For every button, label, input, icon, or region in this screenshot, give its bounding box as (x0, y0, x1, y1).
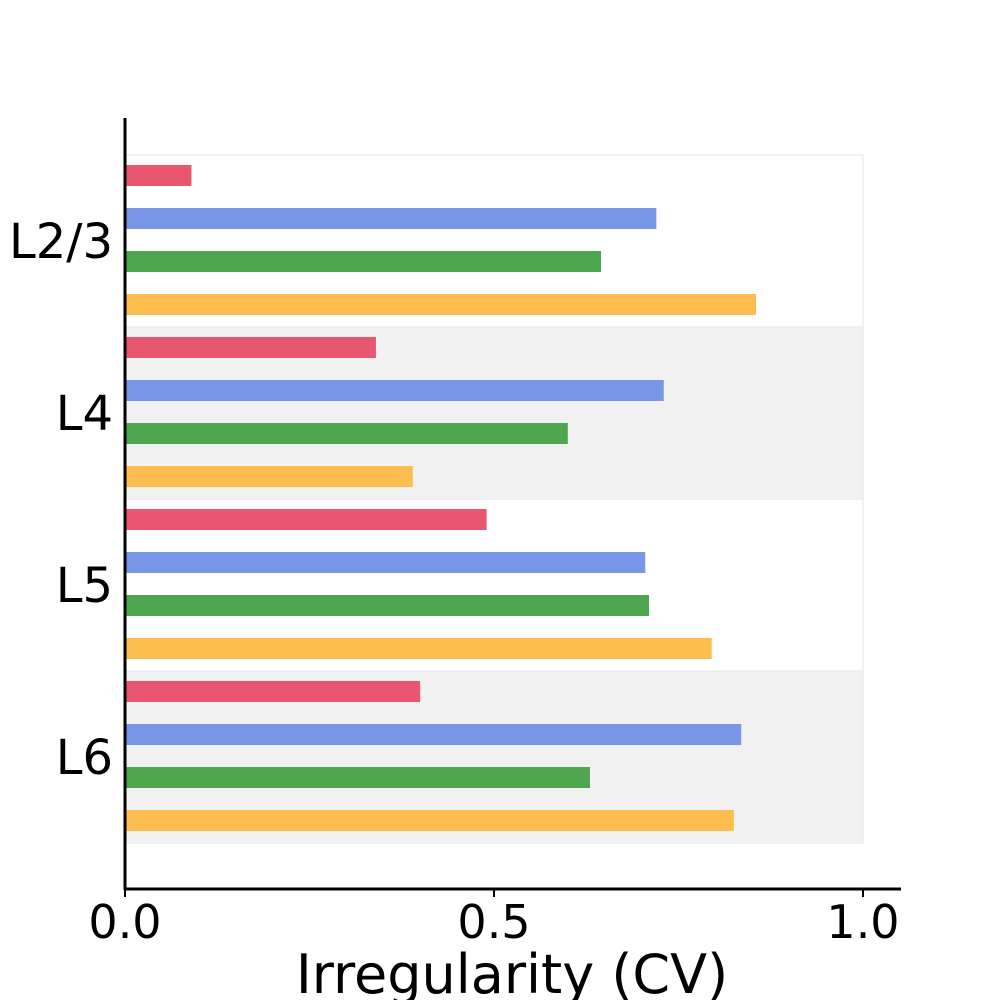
bar-l4-2 (126, 380, 664, 401)
bar-l4-3 (126, 423, 568, 444)
bar-l6-3 (126, 767, 590, 788)
bar-l5-2 (126, 552, 646, 573)
y-tick-label: L4 (56, 386, 113, 442)
bar-l4-4 (126, 466, 413, 487)
y-tick-label: L5 (56, 558, 113, 614)
bar-l5-3 (126, 595, 649, 616)
bar-l6-4 (126, 810, 734, 831)
x-axis-label: Irregularity (CV) (296, 943, 728, 1000)
bars-group (126, 165, 756, 831)
bar-l6-1 (126, 681, 421, 702)
bar-l6-2 (126, 724, 742, 745)
x-tick-label: 1.0 (826, 895, 899, 949)
bar-l5-1 (126, 509, 487, 530)
bar-l4-1 (126, 337, 376, 358)
x-ticks-group: 0.0 0.5 1.0 (88, 889, 900, 949)
bar-l2-3-2 (126, 208, 657, 229)
bar-l2-3-3 (126, 251, 602, 272)
x-tick-label: 0.0 (88, 895, 161, 949)
bar-l2-3-1 (126, 165, 192, 186)
y-tick-label: L2/3 (9, 214, 113, 270)
bar-l5-4 (126, 638, 712, 659)
y-labels-group: L2/3 L4 L5 L6 (9, 214, 113, 786)
y-tick-label: L6 (56, 730, 113, 786)
x-tick-label: 0.5 (457, 895, 530, 949)
bar-l2-3-4 (126, 294, 756, 315)
